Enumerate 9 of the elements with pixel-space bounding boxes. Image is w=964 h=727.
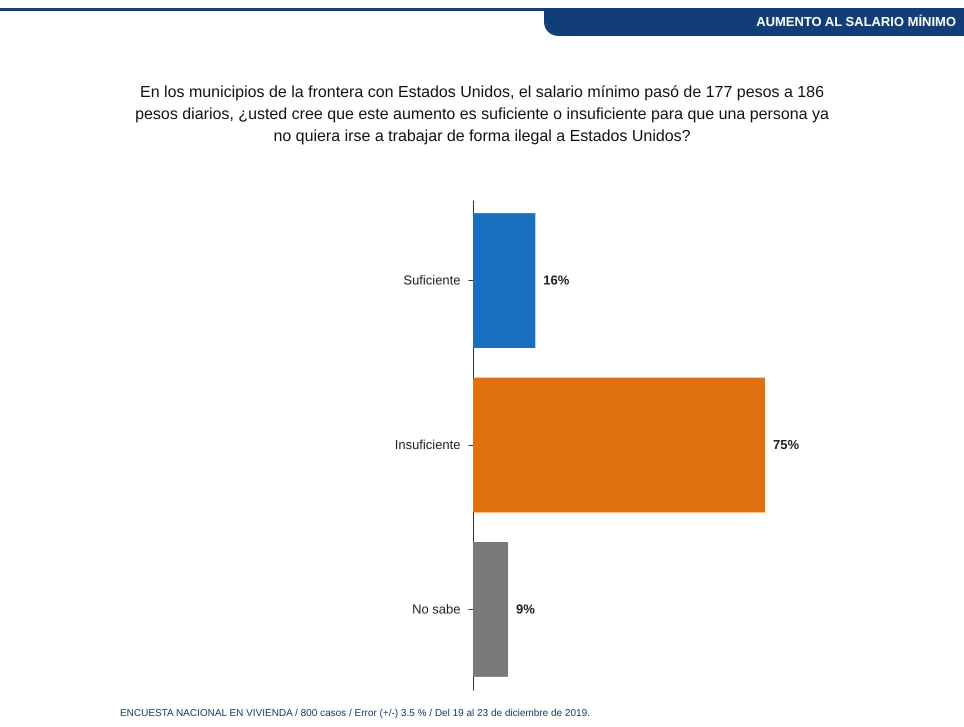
chart-title: En los municipios de la frontera con Estados Unidos, el salario mínimo pasó de 177 pesos a 186 pesos diarios, ¿usted cree que este aumento es suficiente o insuficiente para que una persona ya no quiera irse a trabajar de forma ilegal a Estados Unidos?: [135, 84, 829, 145]
data-label: 16%: [543, 272, 570, 288]
y-tick-label: No sabe: [412, 601, 460, 616]
text: ENCUESTA NACIONAL EN VIVIENDA / 800 casos / Error (+/-) 3.5 % / Del 19 al 23 de diciembre de 2019.: [120, 708, 590, 719]
y-tick-label: Suficiente: [403, 272, 460, 288]
y-tick-label: Insuficiente: [394, 437, 460, 452]
data-label: 75%: [773, 437, 800, 452]
data-label: 9%: [516, 601, 536, 616]
text: AUMENTO AL SALARIO MÍNIMO: [544, 8, 964, 36]
